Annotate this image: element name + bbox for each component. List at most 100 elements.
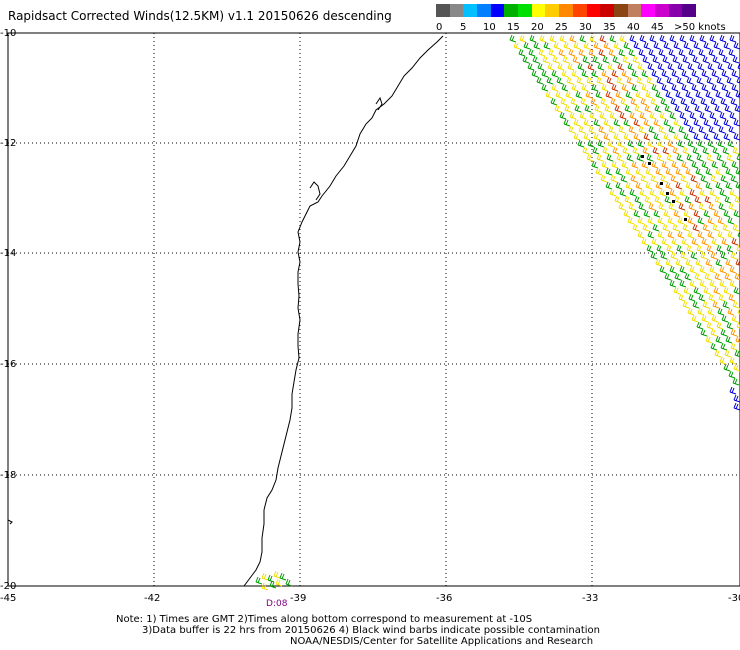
wind-barb [711, 160, 719, 169]
wind-barb [675, 90, 683, 99]
wind-barb [716, 76, 724, 85]
wind-barb [603, 118, 611, 127]
wind-barb [730, 97, 738, 106]
wind-barb [549, 34, 557, 43]
wind-barb [728, 48, 736, 57]
wind-barb [620, 97, 628, 106]
wind-barb [673, 132, 681, 141]
wind-barb [679, 111, 687, 120]
wind-barb [658, 202, 666, 211]
wind-barb [703, 132, 711, 141]
wind-barb [666, 76, 674, 85]
wind-barb [716, 244, 724, 253]
wind-barb [714, 195, 722, 204]
wind-barb [595, 167, 603, 176]
legend-label: 15 [507, 22, 520, 33]
wind-barb [697, 62, 705, 71]
wind-barb [641, 69, 649, 78]
wind-barb [592, 146, 600, 155]
wind-barb [718, 293, 726, 302]
wind-barb [698, 202, 706, 211]
legend-label: 5 [460, 22, 467, 33]
wind-barb [706, 153, 714, 162]
wind-barb [655, 90, 663, 99]
wind-barb [681, 237, 689, 246]
wind-barb [550, 97, 558, 106]
wind-barb [725, 167, 733, 176]
wind-barb [537, 62, 545, 71]
legend-swatch [654, 4, 670, 17]
wind-barb [622, 55, 630, 64]
wind-barb [542, 55, 550, 64]
wind-barb [658, 48, 666, 57]
wind-barb [667, 139, 675, 148]
wind-barb [731, 314, 739, 323]
wind-barb [698, 125, 706, 134]
legend-swatch [477, 4, 492, 17]
wind-barb [688, 293, 696, 302]
wind-barb [680, 251, 688, 260]
wind-barb [513, 41, 521, 50]
wind-barb [683, 132, 691, 141]
wind-barb [627, 62, 635, 71]
wind-barb [689, 265, 697, 274]
wind-barb [646, 76, 654, 85]
wind-barb [701, 69, 709, 78]
wind-barb [721, 314, 729, 323]
wind-barb [577, 139, 585, 148]
wind-barb [659, 111, 667, 120]
wind-barb [647, 62, 655, 71]
wind-barb [645, 181, 653, 190]
wind-barb [563, 118, 571, 127]
wind-barb [669, 188, 677, 197]
wind-barb [625, 167, 633, 176]
wind-barb [605, 167, 613, 176]
wind-barb [619, 188, 627, 197]
wind-barb [597, 139, 605, 148]
wind-barb [714, 272, 722, 281]
wind-barb [629, 111, 637, 120]
wind-barb [608, 48, 616, 57]
wind-barb [668, 125, 676, 134]
wind-barb [598, 48, 606, 57]
legend-swatch [490, 4, 505, 17]
wind-barb [690, 97, 698, 106]
wind-barb [716, 321, 724, 330]
wind-barb [640, 97, 648, 106]
contamination-marker [660, 182, 663, 185]
wind-barb [729, 111, 737, 120]
wind-barb [615, 181, 623, 190]
wind-barb [579, 111, 587, 120]
wind-barb [733, 132, 740, 141]
latitude-tick-label: -18 [0, 470, 16, 481]
wind-barb [660, 251, 668, 260]
wind-barb [677, 62, 685, 71]
wind-barb [572, 55, 580, 64]
wind-barb [666, 153, 674, 162]
wind-barb [601, 69, 609, 78]
wind-barb [681, 69, 689, 78]
wind-barb [531, 69, 539, 78]
wind-barb [725, 181, 733, 190]
wind-barb [664, 272, 672, 281]
legend-label: 0 [436, 22, 443, 33]
wind-barb [663, 132, 671, 141]
wind-barb [591, 69, 599, 78]
wind-barb [687, 230, 695, 239]
wind-barb [697, 230, 705, 239]
legend-swatch [572, 4, 587, 17]
wind-barb [279, 572, 287, 581]
wind-barb [712, 300, 720, 309]
wind-barb [674, 195, 682, 204]
wind-barbs [255, 34, 740, 591]
wind-barb [669, 34, 677, 43]
wind-barb [628, 202, 636, 211]
wind-barb [599, 34, 607, 43]
wind-barb [617, 62, 625, 71]
latitude-tick-label: -20 [0, 581, 16, 592]
wind-barb [616, 153, 624, 162]
wind-barb [694, 195, 702, 204]
wind-barb [734, 104, 740, 113]
wind-barb [588, 125, 596, 134]
wind-barb [693, 41, 701, 50]
